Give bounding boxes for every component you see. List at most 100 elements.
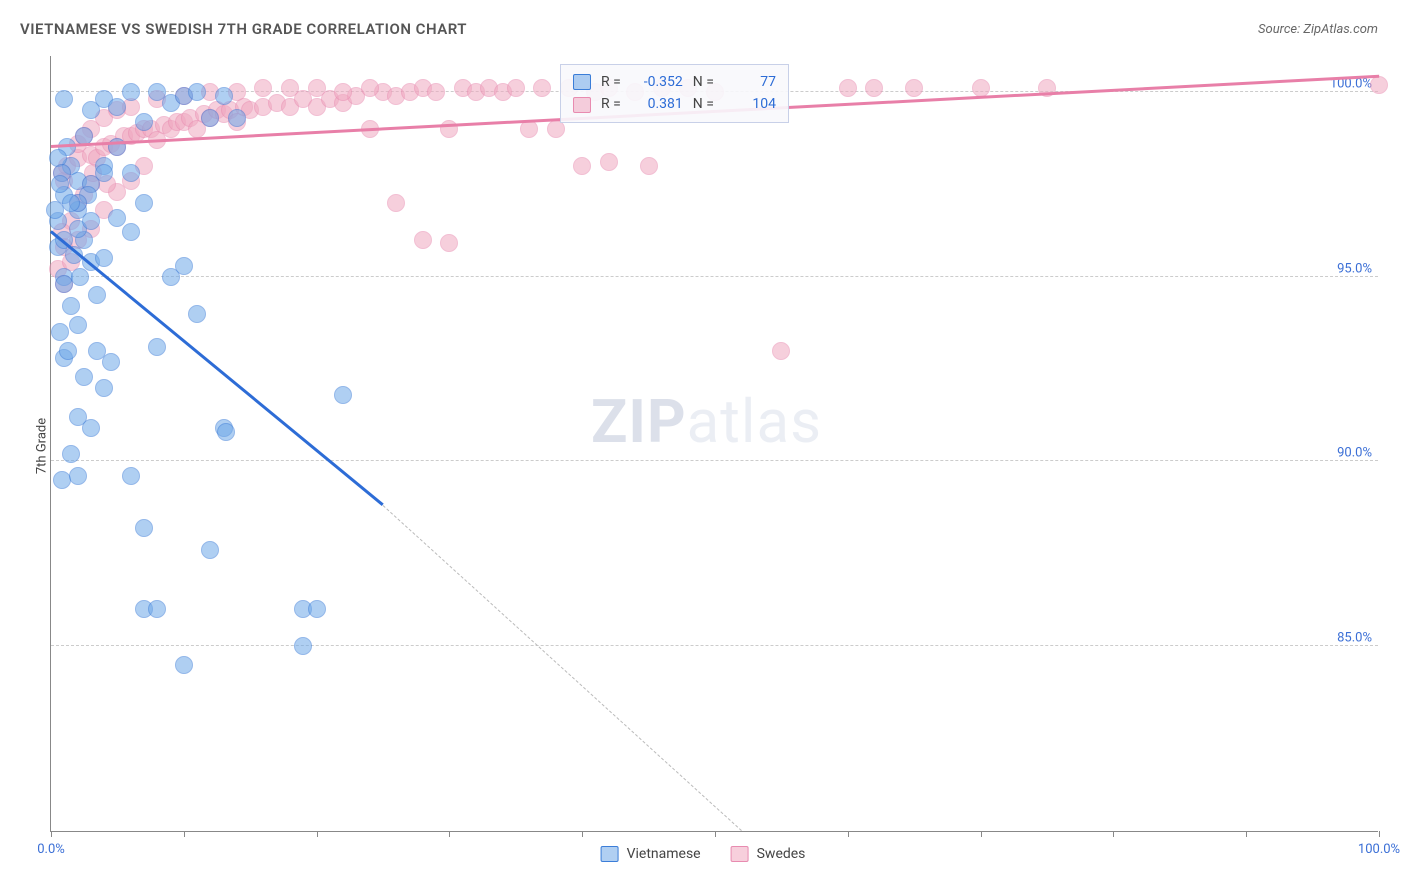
scatter-point-vietnamese [62,194,80,212]
scatter-point-swedes [533,79,551,97]
scatter-point-swedes [573,157,591,175]
scatter-point-vietnamese [71,268,89,286]
gridline [51,460,1378,461]
stats-legend-box: R = -0.352 N = 77 R = 0.381 N = 104 [560,64,789,123]
scatter-point-vietnamese [217,423,235,441]
scatter-point-swedes [281,79,299,97]
scatter-point-vietnamese [102,353,120,371]
scatter-point-swedes [839,79,857,97]
scatter-point-vietnamese [201,109,219,127]
gridline [51,645,1378,646]
scatter-point-vietnamese [108,98,126,116]
stats-r-value: -0.352 [631,71,683,93]
legend-item-vietnamese: Vietnamese [601,846,701,862]
x-tick [51,831,52,837]
scatter-point-vietnamese [175,656,193,674]
scatter-point-vietnamese [51,323,69,341]
legend-swatch-blue [601,846,619,862]
scatter-point-swedes [865,79,883,97]
scatter-point-vietnamese [228,109,246,127]
x-tick [981,831,982,837]
scatter-point-vietnamese [82,419,100,437]
trend-line-blue [50,230,384,505]
scatter-point-vietnamese [122,83,140,101]
legend-label: Vietnamese [627,846,701,862]
stats-row-blue: R = -0.352 N = 77 [573,71,776,93]
x-tick [582,831,583,837]
stats-n-value: 77 [724,71,776,93]
stats-r-value: 0.381 [631,93,683,115]
x-tick [184,831,185,837]
gridline [51,276,1378,277]
stats-r-label: R = [601,93,621,115]
scatter-point-vietnamese [122,164,140,182]
scatter-point-vietnamese [188,305,206,323]
scatter-point-vietnamese [175,257,193,275]
stats-n-label: N = [693,93,714,115]
scatter-point-vietnamese [122,223,140,241]
x-tick [1379,831,1380,837]
scatter-point-vietnamese [62,445,80,463]
scatter-point-vietnamese [82,212,100,230]
scatter-point-vietnamese [201,541,219,559]
scatter-point-vietnamese [95,379,113,397]
scatter-point-vietnamese [75,368,93,386]
trend-extrapolation [383,505,742,831]
scatter-point-swedes [387,194,405,212]
scatter-point-swedes [254,79,272,97]
scatter-point-vietnamese [95,164,113,182]
scatter-point-vietnamese [51,175,69,193]
x-tick [715,831,716,837]
scatter-point-vietnamese [135,194,153,212]
source-attribution: Source: ZipAtlas.com [1258,22,1378,37]
y-axis-label: 7th Grade [35,418,50,474]
stats-swatch-blue [573,74,591,90]
x-tick [848,831,849,837]
scatter-point-vietnamese [308,600,326,618]
scatter-point-swedes [334,83,352,101]
scatter-point-swedes [1370,76,1388,94]
scatter-point-vietnamese [135,519,153,537]
scatter-point-vietnamese [69,316,87,334]
scatter-point-swedes [361,79,379,97]
stats-n-value: 104 [724,93,776,115]
scatter-point-vietnamese [59,342,77,360]
x-tick [1113,831,1114,837]
scatter-point-swedes [772,342,790,360]
scatter-point-swedes [414,231,432,249]
legend-item-swedes: Swedes [731,846,806,862]
scatter-point-vietnamese [188,83,206,101]
stats-swatch-pink [573,97,591,113]
x-tick [317,831,318,837]
scatter-point-swedes [520,120,538,138]
x-tick-label: 100.0% [1358,842,1400,857]
stats-r-label: R = [601,71,621,93]
scatter-point-vietnamese [95,249,113,267]
y-tick-label: 90.0% [1337,446,1372,461]
legend: Vietnamese Swedes [601,846,806,862]
watermark: ZIPatlas [591,386,822,457]
x-tick-label: 0.0% [37,842,65,857]
scatter-point-swedes [600,153,618,171]
stats-row-pink: R = 0.381 N = 104 [573,93,776,115]
scatter-point-vietnamese [334,386,352,404]
x-tick [449,831,450,837]
stats-n-label: N = [693,71,714,93]
scatter-point-vietnamese [108,209,126,227]
scatter-point-vietnamese [55,90,73,108]
scatter-point-swedes [308,79,326,97]
scatter-point-vietnamese [148,600,166,618]
y-tick-label: 85.0% [1337,631,1372,646]
scatter-point-swedes [640,157,658,175]
scatter-point-vietnamese [294,637,312,655]
scatter-point-vietnamese [69,467,87,485]
scatter-point-vietnamese [88,286,106,304]
plot-area: ZIPatlas 85.0%90.0%95.0%100.0%0.0%100.0% [50,56,1378,832]
x-tick [1246,831,1247,837]
y-tick-label: 95.0% [1337,261,1372,276]
scatter-point-swedes [440,234,458,252]
scatter-point-vietnamese [62,297,80,315]
scatter-point-vietnamese [215,87,233,105]
scatter-point-vietnamese [122,467,140,485]
chart-title: VIETNAMESE VS SWEDISH 7TH GRADE CORRELAT… [20,20,467,38]
